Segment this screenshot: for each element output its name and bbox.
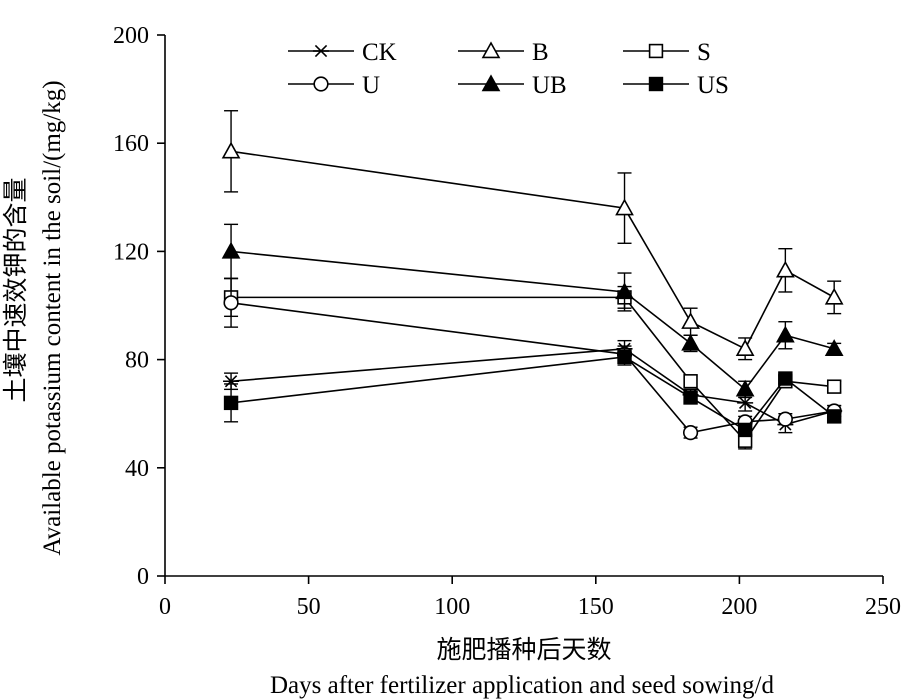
data-point xyxy=(221,241,241,259)
series-line-us xyxy=(230,356,835,431)
legend-marker xyxy=(481,41,501,59)
legend-item-ck: CK xyxy=(288,39,397,66)
series-line-b xyxy=(230,150,835,350)
legend-item-u: U xyxy=(288,72,380,99)
legend-label: U xyxy=(362,72,380,99)
y-axis-title-en: Available potassium content in the soil/… xyxy=(39,80,66,555)
legend-marker xyxy=(481,74,501,92)
data-point xyxy=(737,396,754,410)
series-line-ck xyxy=(230,347,835,426)
legend-item-b: B xyxy=(458,39,549,66)
data-point xyxy=(735,339,755,356)
data-point xyxy=(617,349,632,365)
legend-marker xyxy=(648,43,664,59)
data-point xyxy=(826,409,842,424)
y-tick-label: 40 xyxy=(125,456,149,482)
series-line-u xyxy=(230,302,835,434)
y-tick-label: 160 xyxy=(113,131,149,157)
y-tick-label: 200 xyxy=(113,23,149,49)
legend-marker xyxy=(648,76,664,92)
data-point xyxy=(615,198,634,216)
series-line-ub xyxy=(230,250,835,391)
data-point xyxy=(223,295,239,311)
x-axis-title-en: Days after fertilizer application and se… xyxy=(270,672,774,699)
legend-item-s: S xyxy=(623,39,711,66)
x-tick-label: 50 xyxy=(297,594,321,620)
series-ub xyxy=(221,223,844,399)
y-tick-label: 80 xyxy=(125,348,149,374)
legend-label: S xyxy=(697,39,711,66)
legend-item-us: US xyxy=(623,72,729,99)
series-line-s xyxy=(231,296,835,443)
legend-label: US xyxy=(697,72,729,99)
x-tick-label: 150 xyxy=(578,594,614,620)
series-us xyxy=(223,348,842,438)
data-point xyxy=(778,371,793,386)
data-point xyxy=(824,287,844,305)
legend-label: UB xyxy=(532,72,567,99)
data-point xyxy=(681,312,700,329)
legend-marker xyxy=(313,44,329,58)
y-tick-label: 120 xyxy=(113,239,149,265)
data-point xyxy=(683,374,698,389)
data-point xyxy=(735,379,755,397)
series-b xyxy=(221,110,844,361)
data-point xyxy=(681,333,700,351)
data-point xyxy=(826,379,842,394)
x-tick-label: 250 xyxy=(865,594,901,620)
legend-label: CK xyxy=(362,39,397,66)
legend-item-ub: UB xyxy=(458,72,567,99)
data-point xyxy=(824,339,844,356)
x-tick-label: 0 xyxy=(159,594,171,620)
data-point xyxy=(775,260,795,278)
y-axis-title-cn: 土壤中速效钾的含量 xyxy=(2,177,30,402)
data-point xyxy=(615,282,634,300)
data-point xyxy=(683,390,698,405)
data-point xyxy=(221,141,241,159)
y-tick-label: 0 xyxy=(137,564,149,590)
data-point xyxy=(682,425,699,441)
x-tick-label: 200 xyxy=(721,594,757,620)
legend-label: B xyxy=(532,39,549,66)
legend: CK B S U UB US xyxy=(288,39,729,99)
x-axis-title-cn: 施肥播种后天数 xyxy=(436,636,611,664)
data-point xyxy=(223,395,239,411)
x-tick-label: 100 xyxy=(434,594,470,620)
data-point xyxy=(223,375,240,388)
data-point xyxy=(777,411,793,427)
legend-marker xyxy=(313,76,329,92)
data-point xyxy=(775,325,795,343)
data-point xyxy=(737,422,753,438)
